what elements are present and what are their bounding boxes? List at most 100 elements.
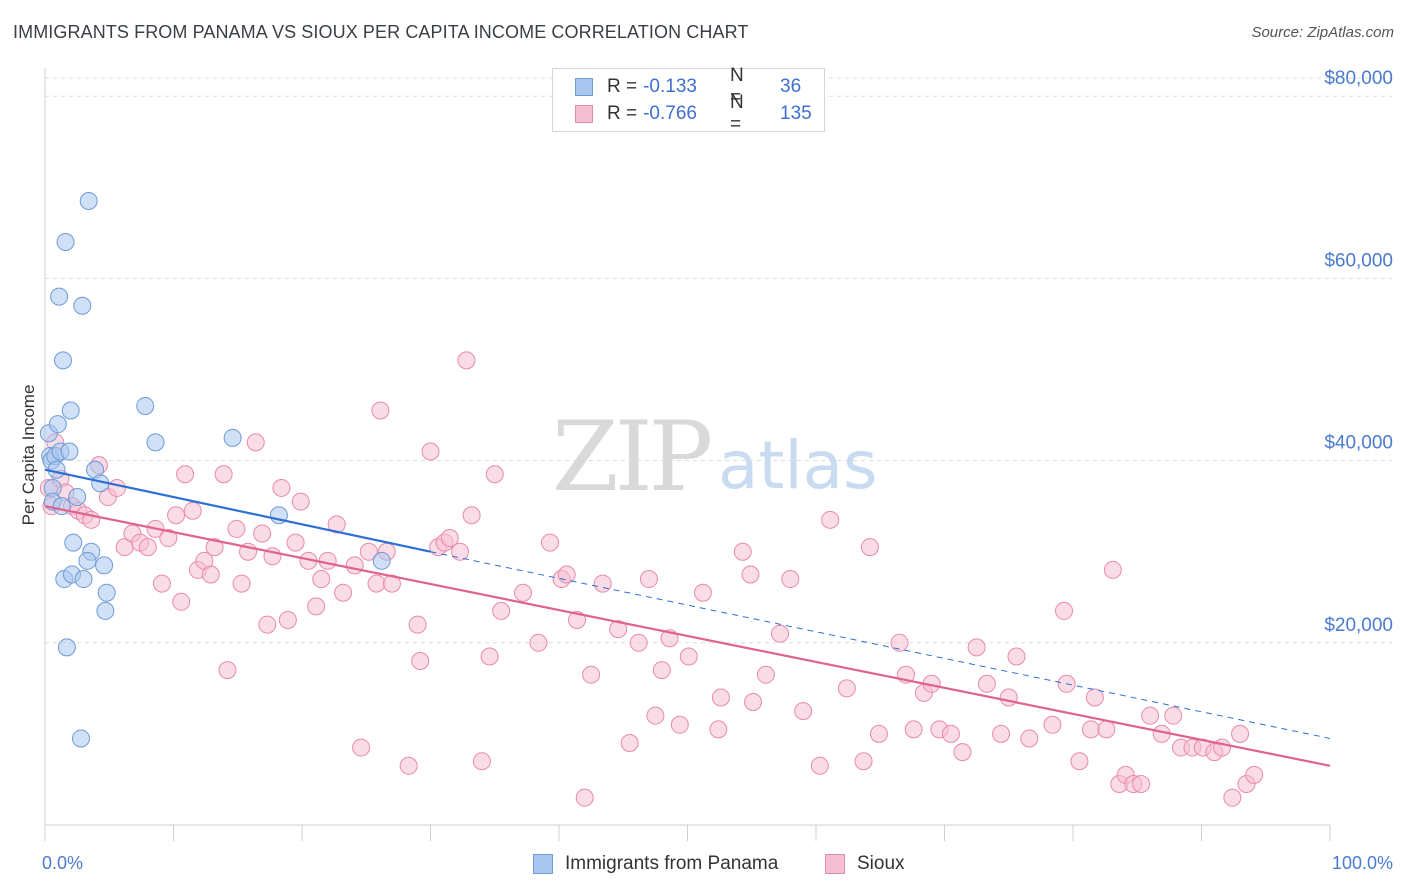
point-panama xyxy=(372,551,391,570)
legend-swatch-sioux xyxy=(575,105,593,123)
point-sioux xyxy=(629,633,648,652)
legend-r-value: -0.766 xyxy=(643,103,697,124)
point-sioux xyxy=(214,465,233,484)
point-sioux xyxy=(421,442,440,461)
point-panama xyxy=(52,497,71,516)
point-sioux xyxy=(485,465,504,484)
point-sioux xyxy=(1141,706,1160,725)
point-sioux xyxy=(904,720,923,739)
point-sioux xyxy=(411,652,430,671)
point-sioux xyxy=(152,574,171,593)
x-tick-label: 0.0% xyxy=(42,853,83,873)
point-sioux xyxy=(440,529,459,548)
point-sioux xyxy=(693,583,712,602)
legend-swatch-panama xyxy=(575,78,593,96)
point-sioux xyxy=(172,592,191,611)
point-panama xyxy=(68,488,87,507)
y-tick-label: $20,000 xyxy=(1324,615,1393,636)
point-sioux xyxy=(609,620,628,639)
point-sioux xyxy=(781,570,800,589)
x-tick-labels: 0.0% 100.0% xyxy=(42,853,1393,873)
point-panama xyxy=(136,396,155,415)
point-panama xyxy=(50,287,69,306)
point-sioux xyxy=(408,615,427,634)
legend-n-label: N = xyxy=(730,65,744,108)
y-tick-label: $80,000 xyxy=(1324,68,1393,89)
watermark-zip: ZIP xyxy=(552,401,711,513)
point-sioux xyxy=(312,570,331,589)
point-sioux xyxy=(1097,720,1116,739)
point-sioux xyxy=(253,524,272,543)
point-sioux xyxy=(176,465,195,484)
point-panama xyxy=(74,570,93,589)
point-sioux xyxy=(318,551,337,570)
trend-line-panama xyxy=(44,468,431,553)
point-sioux xyxy=(541,533,560,552)
trend-line-panama-extension xyxy=(430,551,1331,739)
point-sioux xyxy=(733,542,752,561)
point-sioux xyxy=(646,706,665,725)
point-sioux xyxy=(1103,560,1122,579)
point-sioux xyxy=(345,556,364,575)
point-sioux xyxy=(679,647,698,666)
point-sioux xyxy=(1081,720,1100,739)
series-legend-sioux: Sioux xyxy=(825,853,905,875)
point-sioux xyxy=(869,724,888,743)
point-sioux xyxy=(1085,688,1104,707)
legend-r-label: R = xyxy=(607,76,638,97)
point-panama xyxy=(223,428,242,447)
point-sioux xyxy=(709,720,728,739)
point-sioux xyxy=(567,611,586,630)
point-sioux xyxy=(941,724,960,743)
point-panama xyxy=(146,433,165,452)
y-tick-label: $60,000 xyxy=(1324,250,1393,271)
series-legend-panama: Immigrants from Panama xyxy=(533,853,778,875)
point-panama xyxy=(61,401,80,420)
point-sioux xyxy=(457,351,476,370)
point-sioux xyxy=(620,734,639,753)
point-sioux xyxy=(246,433,265,452)
point-sioux xyxy=(352,738,371,757)
point-sioux xyxy=(451,542,470,561)
point-sioux xyxy=(529,633,548,652)
point-sioux xyxy=(227,519,246,538)
point-sioux xyxy=(1231,724,1250,743)
point-sioux xyxy=(557,565,576,584)
point-sioux xyxy=(1132,775,1151,794)
point-sioux xyxy=(371,401,390,420)
legend-n-value: 36 xyxy=(780,76,802,97)
correlation-legend: R = -0.133 N = 36 R = -0.766 N = 135 xyxy=(552,65,825,135)
point-sioux xyxy=(183,501,202,520)
point-sioux xyxy=(1043,715,1062,734)
point-sioux xyxy=(821,510,840,529)
point-sioux xyxy=(953,743,972,762)
point-sioux xyxy=(999,688,1018,707)
point-sioux xyxy=(1213,738,1232,757)
point-sioux xyxy=(201,565,220,584)
point-sioux xyxy=(575,788,594,807)
point-panama xyxy=(48,415,67,434)
point-sioux xyxy=(399,756,418,775)
point-panama xyxy=(57,638,76,657)
point-panama xyxy=(64,533,83,552)
point-sioux xyxy=(1245,765,1264,784)
point-panama xyxy=(47,460,66,479)
point-panama xyxy=(95,556,114,575)
point-sioux xyxy=(756,665,775,684)
source-credit: Source: ZipAtlas.com xyxy=(1251,24,1394,41)
point-sioux xyxy=(771,624,790,643)
y-tick-label: $40,000 xyxy=(1324,433,1393,454)
point-sioux xyxy=(639,570,658,589)
legend-r-label: R = xyxy=(607,103,638,124)
point-sioux xyxy=(794,702,813,721)
point-panama xyxy=(53,351,72,370)
point-sioux xyxy=(837,679,856,698)
point-panama xyxy=(79,191,98,210)
point-sioux xyxy=(307,597,326,616)
point-sioux xyxy=(854,752,873,771)
point-panama xyxy=(78,551,97,570)
point-panama xyxy=(60,442,79,461)
point-sioux xyxy=(992,724,1011,743)
point-sioux xyxy=(593,574,612,593)
